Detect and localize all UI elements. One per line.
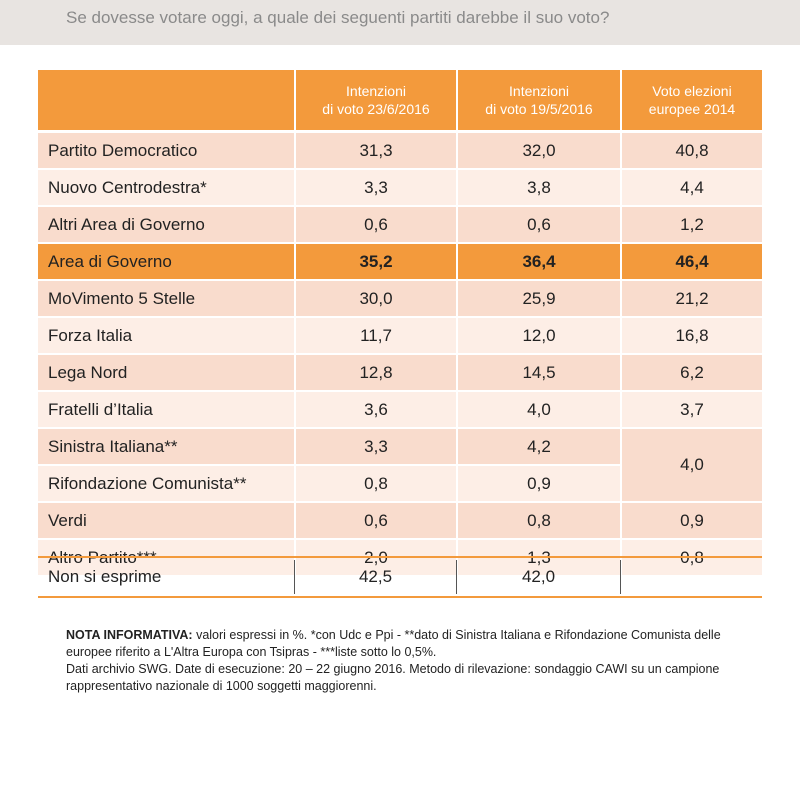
- value-cell: 46,4: [620, 242, 762, 279]
- value-cell: 12,0: [456, 316, 620, 353]
- party-name: Sinistra Italiana**: [38, 427, 294, 464]
- table-row: Lega Nord 12,8 14,5 6,2: [38, 353, 762, 390]
- value-cell: 4,2: [456, 427, 620, 464]
- value-cell: 3,3: [294, 427, 456, 464]
- party-name: Fratelli d’Italia: [38, 390, 294, 427]
- value-cell: 6,2: [620, 353, 762, 390]
- value-cell: 25,9: [456, 279, 620, 316]
- non-si-esprime-label: Non si esprime: [48, 567, 162, 586]
- footnote-label: NOTA INFORMATIVA:: [66, 628, 193, 642]
- value-cell: 16,8: [620, 316, 762, 353]
- header-col1-line2: di voto 23/6/2016: [322, 101, 430, 117]
- header-col3: Voto elezioni europee 2014: [620, 70, 762, 130]
- header-col3-line2: europee 2014: [648, 101, 736, 117]
- header-row: Intenzioni di voto 23/6/2016 Intenzioni …: [38, 70, 762, 130]
- non-si-esprime-row: Non si esprime 42,5 42,0: [38, 556, 762, 598]
- value-cell: 40,8: [620, 130, 762, 168]
- value-cell-merged: 4,0: [620, 427, 762, 501]
- party-name: Partito Democratico: [38, 130, 294, 168]
- party-name: Forza Italia: [38, 316, 294, 353]
- value-cell: 21,2: [620, 279, 762, 316]
- table-row-highlight: Area di Governo 35,2 36,4 46,4: [38, 242, 762, 279]
- value-cell: 0,9: [620, 501, 762, 538]
- header-col1-line1: Intenzioni: [346, 83, 406, 99]
- party-name: Altri Area di Governo: [38, 205, 294, 242]
- value-cell: 14,5: [456, 353, 620, 390]
- party-name: Nuovo Centrodestra*: [38, 168, 294, 205]
- value-cell: 11,7: [294, 316, 456, 353]
- table-row: Rifondazione Comunista** 0,8 0,9: [38, 464, 762, 501]
- value-cell: 31,3: [294, 130, 456, 168]
- table-row: Verdi 0,6 0,8 0,9: [38, 501, 762, 538]
- question-title: Se dovesse votare oggi, a quale dei segu…: [66, 8, 610, 27]
- value-cell: 0,6: [456, 205, 620, 242]
- value-cell: 42,5: [294, 560, 456, 594]
- value-cell: 3,3: [294, 168, 456, 205]
- value-cell: 4,4: [620, 168, 762, 205]
- header-col1: Intenzioni di voto 23/6/2016: [294, 70, 456, 130]
- value-cell: 1,2: [620, 205, 762, 242]
- party-name: Verdi: [38, 501, 294, 538]
- value-cell: 0,6: [294, 501, 456, 538]
- value-cell: 0,8: [294, 464, 456, 501]
- value-cell-empty: [620, 560, 762, 594]
- header-col2: Intenzioni di voto 19/5/2016: [456, 70, 620, 130]
- party-name: MoVimento 5 Stelle: [38, 279, 294, 316]
- header-col2-line1: Intenzioni: [509, 83, 569, 99]
- footnote: NOTA INFORMATIVA: valori espressi in %. …: [66, 627, 766, 695]
- value-cell: 0,8: [456, 501, 620, 538]
- table-row: Partito Democratico 31,3 32,0 40,8: [38, 130, 762, 168]
- header-party: [38, 70, 294, 130]
- value-cell: 30,0: [294, 279, 456, 316]
- party-name: Rifondazione Comunista**: [38, 464, 294, 501]
- header-col3-line1: Voto elezioni: [652, 83, 732, 99]
- value-cell: 0,9: [456, 464, 620, 501]
- table-row: Fratelli d’Italia 3,6 4,0 3,7: [38, 390, 762, 427]
- value-cell: 35,2: [294, 242, 456, 279]
- value-cell: 32,0: [456, 130, 620, 168]
- party-name: Area di Governo: [38, 242, 294, 279]
- value-cell: 42,0: [456, 560, 620, 594]
- table-row: Sinistra Italiana** 3,3 4,2 4,0: [38, 427, 762, 501]
- table-row: MoVimento 5 Stelle 30,0 25,9 21,2: [38, 279, 762, 316]
- value-cell: 36,4: [456, 242, 620, 279]
- value-cell: 12,8: [294, 353, 456, 390]
- footnote-method: Dati archivio SWG. Date di esecuzione: 2…: [66, 662, 720, 693]
- value-cell: 3,6: [294, 390, 456, 427]
- table-row: Forza Italia 11,7 12,0 16,8: [38, 316, 762, 353]
- value-cell: 0,6: [294, 205, 456, 242]
- footnote-text: valori espressi in %. *con Udc e Ppi - *…: [66, 628, 721, 659]
- header-col2-line2: di voto 19/5/2016: [485, 101, 593, 117]
- value-cell: 3,8: [456, 168, 620, 205]
- table-row: Altri Area di Governo 0,6 0,6 1,2: [38, 205, 762, 242]
- value-cell: 3,7: [620, 390, 762, 427]
- table-row: Nuovo Centrodestra* 3,3 3,8 4,4: [38, 168, 762, 205]
- party-name: Lega Nord: [38, 353, 294, 390]
- poll-table: Intenzioni di voto 23/6/2016 Intenzioni …: [38, 70, 762, 575]
- value-cell: 4,0: [456, 390, 620, 427]
